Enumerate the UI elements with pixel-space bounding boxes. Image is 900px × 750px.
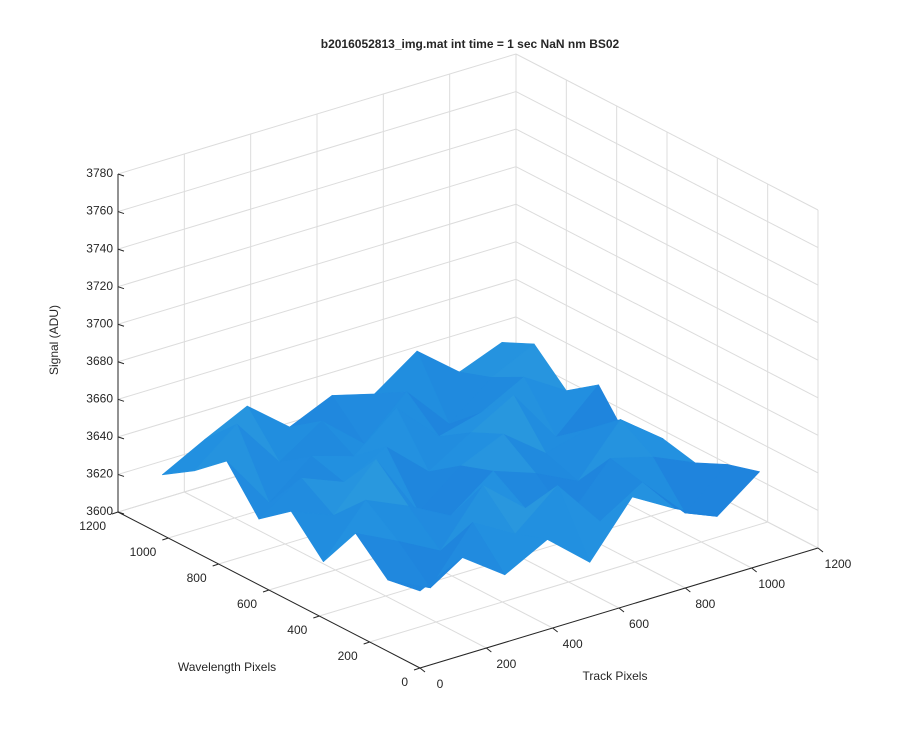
z-tick-label: 3680 <box>86 354 113 368</box>
tick-mark <box>117 173 125 177</box>
y-tick-label: 600 <box>237 597 257 611</box>
z-axis-label: Signal (ADU) <box>47 305 61 375</box>
z-tick-label: 3720 <box>86 279 113 293</box>
grid-line <box>117 316 517 438</box>
z-tick-label: 3600 <box>86 504 113 518</box>
tick-mark <box>817 547 824 553</box>
grid-line <box>515 203 819 361</box>
tick-mark <box>117 286 125 290</box>
chart-title: b2016052813_img.mat int time = 1 sec NaN… <box>321 37 620 51</box>
y-tick-label: 1200 <box>79 519 106 533</box>
x-axis-label: Track Pixels <box>583 669 648 683</box>
tick-mark <box>117 211 125 215</box>
x-tick-label: 200 <box>496 657 516 671</box>
tick-mark <box>111 511 119 515</box>
tick-mark <box>117 323 125 327</box>
grid-line <box>515 166 819 324</box>
grid-line <box>369 521 768 643</box>
y-tick-label: 0 <box>401 675 408 689</box>
tick-mark <box>486 647 492 653</box>
y-axis-label: Wavelength Pixels <box>178 660 276 674</box>
grid-line <box>515 53 819 211</box>
z-tick-label: 3760 <box>86 204 113 218</box>
tick-mark <box>117 398 125 402</box>
grid-line <box>117 203 517 325</box>
tick-mark <box>313 615 320 619</box>
y-tick-label: 800 <box>187 571 207 585</box>
grid-line <box>515 241 819 399</box>
grid-line <box>117 166 517 288</box>
tick-mark <box>162 537 169 541</box>
x-tick-label: 400 <box>563 637 583 651</box>
tick-mark <box>618 607 625 613</box>
tick-mark <box>413 667 421 671</box>
y-tick-label: 400 <box>287 623 307 637</box>
tick-mark <box>117 361 125 365</box>
z-tick-label: 3700 <box>86 316 113 330</box>
grid-line <box>117 241 517 363</box>
grid-line <box>515 316 819 474</box>
z-tick-label: 3740 <box>86 241 113 255</box>
z-tick-label: 3640 <box>86 429 113 443</box>
grid-line <box>117 278 517 400</box>
grid-line <box>515 91 819 248</box>
tick-mark <box>117 436 125 440</box>
tick-mark <box>262 589 270 593</box>
z-tick-label: 3780 <box>86 166 113 180</box>
tick-mark <box>117 511 125 515</box>
grid-line <box>515 354 819 511</box>
z-tick-label: 3620 <box>86 467 113 481</box>
x-tick-label: 600 <box>629 617 649 631</box>
grid-line <box>117 128 517 250</box>
tick-mark <box>419 667 426 673</box>
grid-line <box>515 278 819 436</box>
grid-line <box>117 91 517 213</box>
grid-line <box>117 53 517 175</box>
tick-mark <box>117 248 125 252</box>
x-tick-label: 1200 <box>825 557 852 571</box>
surface-cell <box>387 557 463 592</box>
tick-mark <box>552 627 558 633</box>
tick-mark <box>212 563 219 567</box>
y-tick-label: 200 <box>338 649 358 663</box>
grid-line <box>515 128 819 286</box>
tick-mark <box>363 641 370 645</box>
tick-mark <box>117 473 125 477</box>
y-tick-label: 1000 <box>130 545 157 559</box>
x-tick-label: 800 <box>695 597 715 611</box>
tick-mark <box>685 587 691 593</box>
x-tick-label: 0 <box>437 677 444 691</box>
tick-mark <box>751 567 757 573</box>
z-tick-label: 3660 <box>86 392 113 406</box>
x-tick-label: 1000 <box>758 577 785 591</box>
